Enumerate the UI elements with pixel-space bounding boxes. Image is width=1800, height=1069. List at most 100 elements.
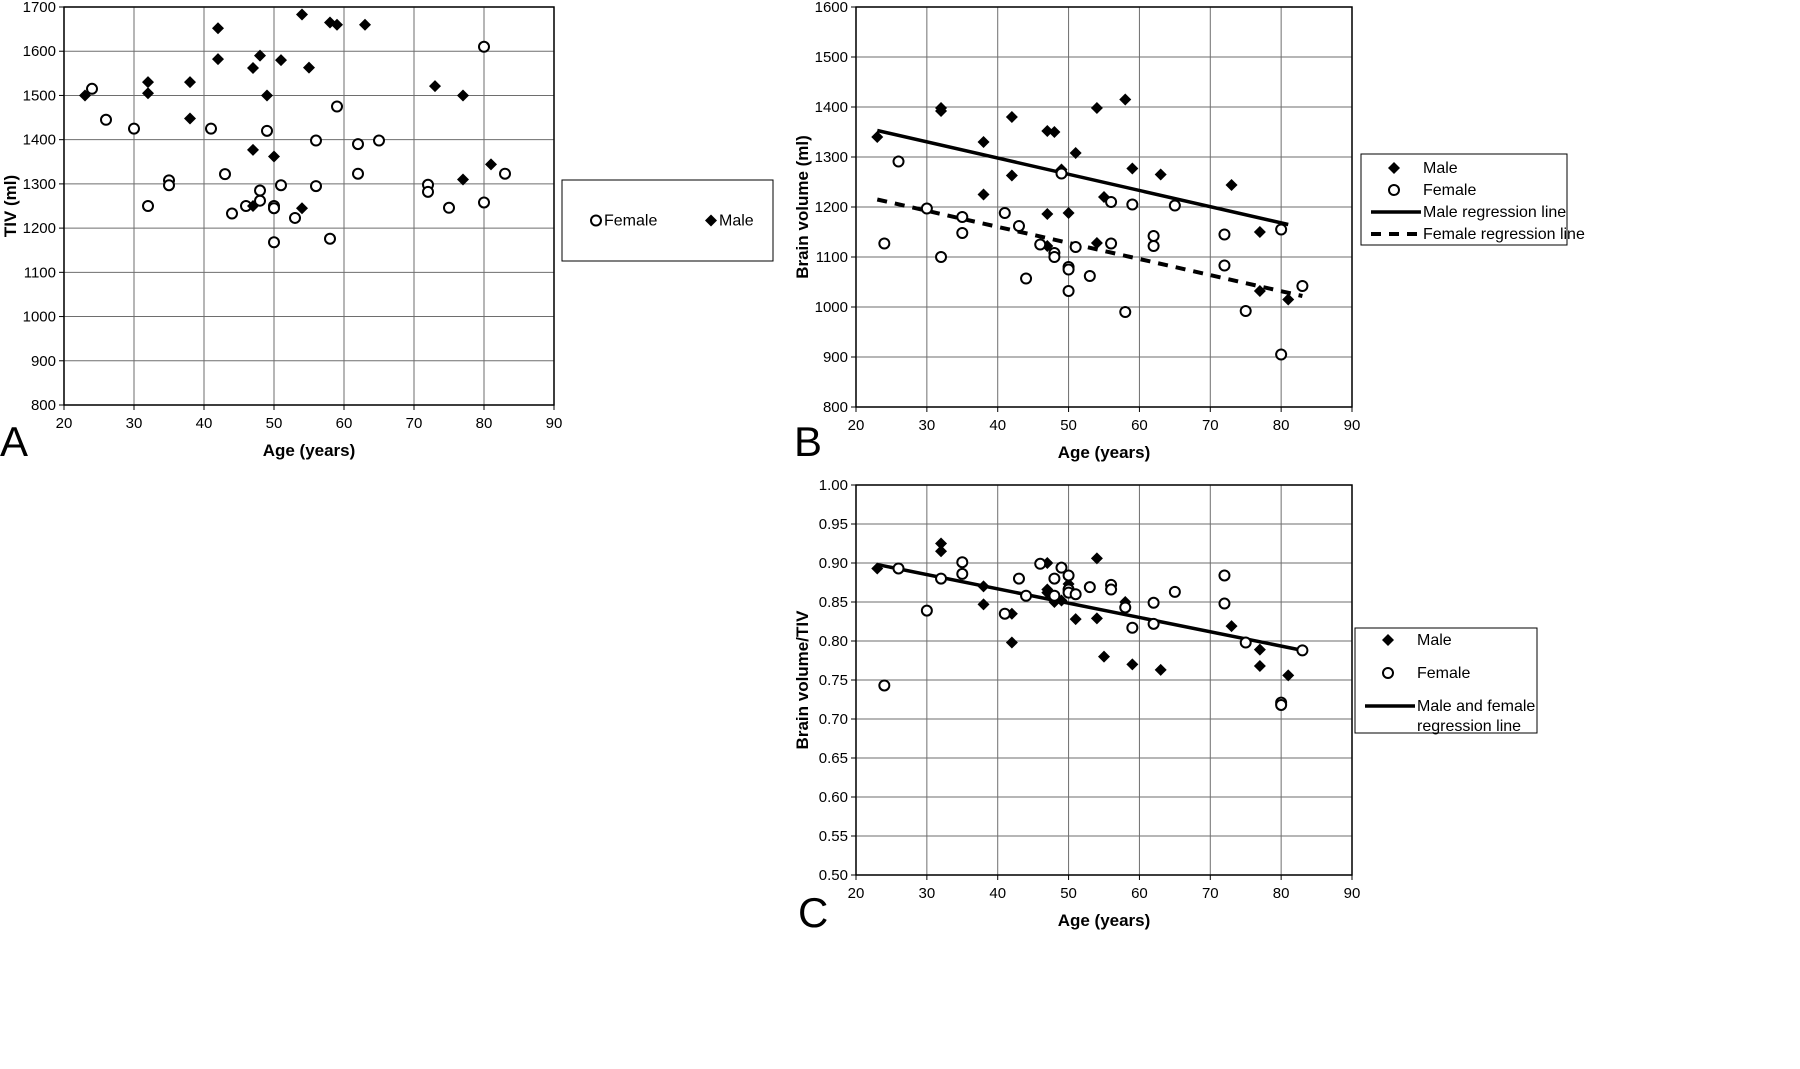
- x-tick-label: 30: [919, 417, 936, 434]
- male-point: [79, 89, 91, 102]
- female-point: [324, 232, 336, 245]
- male-point: [935, 105, 948, 117]
- male-point: [457, 89, 469, 102]
- female-point: [422, 185, 434, 198]
- legend-male-symbol: [705, 214, 717, 227]
- female-point: [1275, 348, 1288, 361]
- y-tick-label: 0.90: [819, 555, 848, 572]
- legend-label: Female: [1423, 182, 1476, 199]
- y-tick-label: 1100: [24, 264, 56, 281]
- y-tick-label: 1700: [23, 0, 56, 16]
- female-point: [1105, 583, 1118, 596]
- y-tick-label: 1500: [23, 87, 56, 104]
- female-point: [1083, 581, 1096, 594]
- male-point: [247, 62, 259, 75]
- male-regression-line: [876, 128, 1289, 227]
- female-point: [1048, 589, 1061, 602]
- male-point: [296, 202, 308, 215]
- female-point: [1218, 597, 1231, 610]
- male-point: [1005, 111, 1018, 123]
- female-point: [1119, 601, 1132, 614]
- male-point: [1126, 162, 1139, 175]
- female-point: [499, 167, 511, 180]
- y-tick-label: 0.75: [819, 672, 848, 689]
- male-point: [184, 76, 196, 89]
- female-point: [935, 251, 948, 263]
- y-tick-label: 1600: [815, 0, 848, 16]
- x-axis-label: Age (years): [1058, 911, 1151, 930]
- female-point: [1048, 572, 1061, 585]
- x-tick-label: 30: [919, 885, 936, 902]
- legend-label: Female regression line: [1423, 226, 1585, 243]
- legend: Male Female Male and female regression line: [1354, 627, 1538, 735]
- female-point: [920, 604, 933, 617]
- female-point: [163, 179, 175, 192]
- female-point: [878, 679, 891, 692]
- female-point: [331, 100, 343, 113]
- female-point: [892, 562, 905, 575]
- female-regression-line: [876, 197, 1303, 298]
- female-point: [86, 82, 98, 95]
- y-tick-label: 0.55: [819, 828, 848, 845]
- female-point: [1239, 305, 1252, 317]
- female-point: [1218, 569, 1231, 582]
- female-point: [205, 122, 217, 135]
- male-point: [184, 112, 196, 125]
- female-point: [1062, 285, 1075, 297]
- x-tick-label: 70: [406, 415, 423, 432]
- x-tick-label: 50: [266, 415, 283, 432]
- y-tick-label: 1200: [815, 199, 848, 216]
- legend-box: [1354, 627, 1538, 734]
- female-point: [998, 207, 1011, 219]
- panel-c: 20 30 40 50 60 70 80 90 0.50 0.55 0.60 0.65 0.70 0.75…: [793, 477, 1538, 936]
- female-point: [1147, 230, 1160, 242]
- female-point: [1048, 251, 1061, 263]
- y-tick-label: 1400: [815, 99, 848, 116]
- female-point: [956, 556, 969, 569]
- plot-border: [855, 484, 1353, 876]
- female-point: [219, 168, 231, 181]
- male-point: [1090, 612, 1103, 625]
- legend-label: Female: [1417, 665, 1470, 682]
- male-point: [275, 54, 287, 67]
- male-point: [1090, 552, 1103, 565]
- y-tick-label: 0.60: [819, 789, 848, 806]
- male-point: [1048, 126, 1061, 138]
- y-tick-label: 1200: [23, 220, 56, 237]
- y-tick-label: 1400: [23, 132, 56, 149]
- male-point: [429, 80, 441, 93]
- male-point: [359, 18, 371, 31]
- y-tick-label: 1000: [815, 299, 848, 316]
- panel-b: 20 30 40 50 60 70 80 90 800 900 1000 1100 1200 1300 14…: [793, 0, 1585, 465]
- legend-label-line2: regression line: [1417, 718, 1521, 735]
- y-tick-label: 0.80: [819, 633, 848, 650]
- y-axis-label: TIV (ml): [1, 175, 20, 237]
- male-point: [142, 76, 154, 89]
- male-point: [1253, 285, 1266, 297]
- x-tick-label: 40: [989, 885, 1006, 902]
- x-tick-label: 20: [848, 885, 865, 902]
- male-point: [871, 562, 884, 575]
- x-tick-label: 30: [126, 415, 143, 432]
- y-tick-label: 0.50: [819, 867, 848, 884]
- male-point: [212, 53, 224, 66]
- female-point: [1147, 240, 1160, 252]
- y-tick-label: 0.70: [819, 711, 848, 728]
- female-point: [478, 196, 490, 209]
- female-point: [1218, 228, 1231, 241]
- male-point: [935, 545, 948, 558]
- plot-border: [855, 6, 1353, 408]
- female-point: [1034, 557, 1047, 570]
- male-point: [247, 143, 259, 156]
- female-point: [1105, 196, 1118, 208]
- male-point: [1005, 636, 1018, 649]
- female-point: [1055, 561, 1068, 574]
- female-point: [373, 134, 385, 147]
- female-point: [142, 200, 154, 212]
- x-tick-label: 90: [1344, 885, 1361, 902]
- y-tick-label: 0.95: [819, 516, 848, 533]
- legend-label: Male regression line: [1423, 204, 1566, 221]
- male-point: [1005, 169, 1018, 182]
- male-point: [1041, 125, 1054, 137]
- panel-letter: A: [0, 418, 28, 465]
